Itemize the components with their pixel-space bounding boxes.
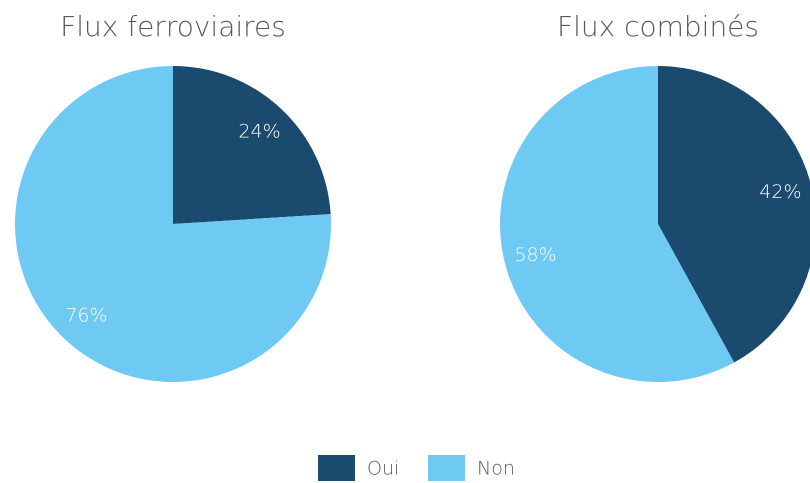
data-label: 76%: [65, 305, 107, 327]
pie-slice: [500, 66, 735, 382]
data-label: 42%: [759, 181, 801, 203]
chart-title: Flux ferroviaires: [60, 10, 286, 43]
pie-slice: [14, 66, 332, 383]
pie-slice: [173, 66, 331, 224]
data-label: 58%: [514, 244, 556, 266]
legend-swatch: [428, 455, 465, 481]
pie-slice: [658, 66, 810, 363]
data-label: 24%: [238, 120, 280, 142]
legend-label: Non: [477, 458, 515, 480]
legend-swatch: [318, 455, 355, 481]
chart-title: Flux combinés: [557, 10, 759, 43]
legend-label: Oui: [367, 458, 399, 480]
